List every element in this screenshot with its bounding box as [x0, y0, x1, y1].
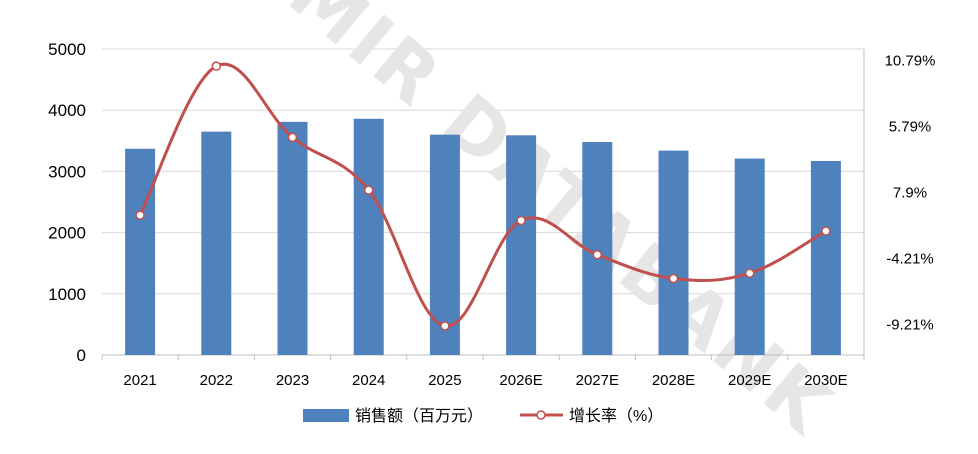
x-tick-label: 2024 [352, 372, 385, 389]
line-point [744, 268, 755, 278]
x-tick-label: 2023 [276, 372, 309, 389]
x-tick-label: 2028E [652, 372, 695, 389]
x-tick-label: 2027E [576, 372, 619, 389]
line-point [363, 185, 374, 195]
right-tick-label: -9.21% [886, 316, 934, 333]
bar [658, 150, 689, 355]
bar [734, 158, 765, 355]
left-tick-label: 1000 [48, 285, 86, 304]
left-tick-label: 3000 [48, 162, 86, 181]
bar [277, 121, 308, 355]
left-tick-label: 2000 [48, 224, 86, 243]
line-point [211, 61, 222, 71]
right-tick-label: 5.79% [889, 119, 932, 136]
right-tick-label: 10.79% [885, 53, 936, 70]
legend-bar-swatch [303, 409, 349, 422]
bar [810, 160, 841, 355]
left-tick-label: 5000 [48, 40, 86, 59]
line-point [287, 132, 298, 143]
bar [201, 131, 232, 355]
line-point [516, 215, 526, 226]
line-point [821, 226, 831, 236]
legend-bar-label: 销售额（百万元） [355, 407, 483, 425]
x-tick-label: 2030E [804, 372, 847, 389]
line-series [135, 61, 831, 331]
bar [125, 148, 156, 355]
right-tick-label: 7.9% [893, 185, 927, 202]
bar [353, 118, 384, 355]
line-point [592, 250, 603, 260]
x-tick-label: 2021 [123, 372, 156, 389]
bar-series [125, 118, 841, 355]
left-axis-ticks: 0 1000 2000 3000 4000 5000 [48, 40, 86, 365]
legend-line-marker [536, 410, 546, 420]
left-tick-label: 0 [77, 346, 86, 365]
x-tick-label: 2026E [499, 372, 542, 389]
x-axis-ticks: 2021 2022 2023 2024 2025 2026E 2027E 2028E 2029E… [123, 372, 847, 389]
x-tick-label: 2029E [728, 372, 771, 389]
line-point [668, 273, 679, 284]
line-point [135, 210, 145, 220]
x-tick-label: 2025 [428, 372, 461, 389]
left-tick-label: 4000 [48, 101, 86, 120]
right-tick-label: -4.21% [886, 251, 934, 268]
line-point [440, 321, 450, 331]
legend: 销售额（百万元） 增长率（%） [303, 407, 663, 425]
legend-line-label: 增长率（%） [569, 407, 663, 425]
bar [506, 135, 537, 355]
x-tick-label: 2022 [200, 372, 233, 389]
right-axis-ticks: 10.79% 5.79% 7.9% -4.21% -9.21% [885, 53, 936, 334]
